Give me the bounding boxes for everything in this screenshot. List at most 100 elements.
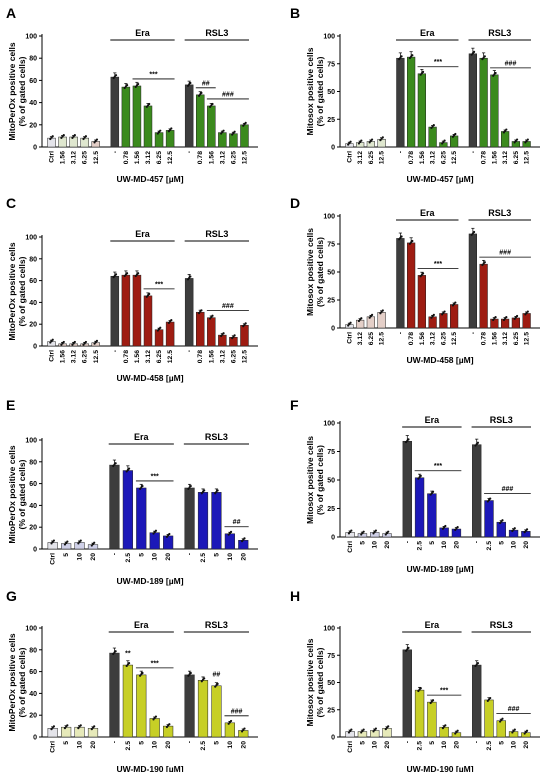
x-tick-label: 6.25 [82,350,89,363]
x-tick-label: 0.78 [197,151,204,164]
x-tick-label: 5 [138,553,145,557]
data-point [222,332,225,335]
data-point [362,530,365,533]
bar [370,532,380,538]
bar [61,726,72,738]
bar [122,664,133,738]
x-tick-label: 1.56 [208,350,215,363]
x-tick-label: 12.5 [241,350,248,363]
data-point [350,529,353,532]
data-point [374,727,378,730]
x-tick-label: 2.5 [200,741,207,751]
x-tick-label: 12.5 [451,332,458,345]
bar [479,57,488,148]
data-point [411,239,414,243]
data-point [222,129,225,132]
y-axis-label: Mitosox positive cells [305,47,315,135]
data-point [513,527,516,530]
data-point [211,102,214,106]
data-point [189,81,192,85]
panel-a: A 0 20 40 60 80 100 MitoPerOx positive cells (% … [6,5,258,184]
bar [109,464,120,550]
x-tick-label: - [187,553,194,555]
y-tick-label: 80 [29,459,37,466]
data-point [349,140,352,143]
bar [61,543,72,550]
group-label: RSL3 [490,415,513,425]
significance-label: *** [151,473,159,480]
data-point [170,127,173,130]
panel-h: H 0 25 50 75 100 Mitosox positive cells (% of g… [290,588,540,772]
x-tick-label: - [187,741,194,743]
data-point [489,696,492,700]
data-point [79,724,82,727]
data-point [431,490,435,493]
bar [508,529,519,538]
y-tick-label: 75 [327,653,335,660]
group-label: Era [420,28,436,38]
bar [356,319,365,329]
x-tick-label: 1.56 [491,332,498,345]
data-point [189,484,192,488]
data-point [200,91,203,95]
data-point [189,275,192,278]
data-point [125,272,129,275]
bar [396,238,405,329]
data-point [243,537,246,540]
x-axis-label: UW-MD-189 [µM] [116,576,183,586]
y-tick-label: 75 [327,449,335,456]
data-point [432,124,435,127]
bar [238,540,249,550]
data-point [148,292,151,296]
x-tick-label: 10 [441,541,448,549]
bar [69,136,78,148]
x-tick-label: Ctrl [49,350,56,362]
data-point [362,728,365,731]
x-tick-label: 0.78 [481,332,488,345]
data-point [526,310,529,313]
group-label: RSL3 [205,229,228,239]
significance-label: ### [499,250,511,257]
x-tick-label: 20 [240,553,247,561]
bar [47,341,56,347]
data-point [148,102,151,106]
x-tick-label: 6.25 [368,332,375,345]
x-tick-label: 6.25 [82,151,89,164]
group-label: Era [420,208,436,218]
significance-label: ### [222,91,234,98]
data-point [432,313,435,316]
panel-letter: D [290,195,300,211]
x-tick-label: 20 [453,741,460,749]
data-point [84,340,88,344]
data-point [501,717,504,720]
bar [427,701,437,738]
group-label: Era [134,620,150,630]
x-tick-label: - [474,541,481,543]
x-tick-label: 6.25 [230,350,237,363]
data-point [51,135,54,138]
data-point [200,309,203,312]
data-point [114,650,117,653]
x-tick-label: 3.12 [71,151,78,164]
y-axis-label: (% of gated cells) [17,459,27,529]
bar [143,105,153,148]
bar [496,521,506,538]
panel-f: F 0 25 50 75 100 Mitosox positive cells (% of g… [290,397,540,574]
bar [501,318,510,329]
data-point [349,321,352,324]
data-point [494,71,497,75]
bar [154,329,164,347]
x-tick-label: 5 [498,741,505,745]
data-point [154,715,158,718]
x-tick-label: 2.5 [417,741,424,751]
significance-label: ### [502,486,514,493]
data-point [483,261,486,264]
x-tick-label: 10 [511,741,518,749]
data-point [407,438,410,441]
x-tick-label: 6.25 [156,350,163,363]
x-tick-label: 10 [441,741,448,749]
bar [229,133,238,148]
x-tick-label: 12.5 [93,151,100,164]
bar [414,689,425,738]
y-tick-label: 100 [25,34,37,41]
